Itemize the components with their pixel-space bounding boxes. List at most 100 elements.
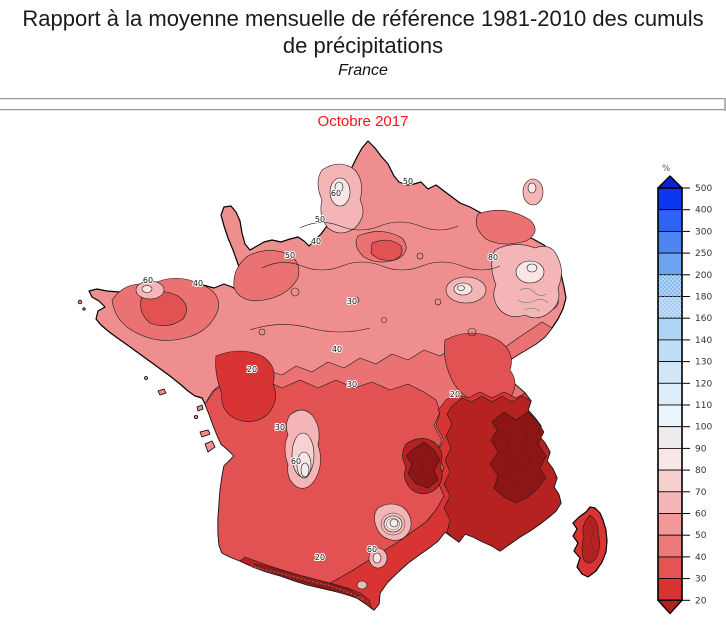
colorbar-cell: [657, 491, 683, 514]
spot-bretagne-ouest-core: [141, 285, 153, 293]
colorbar-arrow-up: [657, 175, 683, 189]
colorbar-tick-label: 50: [695, 531, 707, 541]
colorbar-tick-label: 80: [695, 466, 707, 476]
contour-label: 20: [450, 390, 460, 399]
belle-ile: [157, 388, 167, 396]
cevennes-contour-ring2: [386, 517, 400, 531]
contour-label: 50: [403, 177, 413, 186]
colorbar-cell: [657, 361, 683, 384]
contour-line-nord: [299, 221, 459, 231]
vosges-relief-squiggles: [517, 288, 549, 312]
contour-line-loire: [249, 324, 371, 333]
spot-languedoc-core: [372, 552, 382, 564]
contour-lines: [249, 221, 501, 337]
contour-label: 40: [332, 345, 342, 354]
colorbar-tick-label: 90: [695, 444, 707, 454]
colorbar-cell: [657, 230, 683, 254]
noirmoutier: [196, 404, 204, 412]
colorbar: %: [657, 164, 712, 615]
spot-champagne-core: [527, 182, 537, 194]
contour-label: 50: [315, 215, 325, 224]
colorbar-cell: [657, 469, 683, 493]
molene: [82, 307, 86, 311]
colorbar-unit-label: %: [662, 164, 670, 174]
ouessant: [77, 299, 83, 305]
period-label: Octobre 2017: [317, 113, 409, 130]
colorbar-tick-label: 250: [695, 249, 712, 259]
colorbar-tick-label: 70: [695, 488, 707, 498]
colorbar-cell: [657, 404, 683, 428]
band-40-50-normandie: [233, 250, 300, 302]
ile-de-re: [199, 429, 211, 438]
colorbar-tick-label: 110: [695, 401, 712, 411]
atlantic-islands: [77, 299, 216, 453]
colorbar-tick-label: 180: [695, 293, 712, 303]
colorbar-cell-stipple: [658, 296, 682, 319]
colorbar-ticks: [682, 187, 690, 601]
contour-loop-3: [352, 296, 360, 304]
spot-quercy-core: [300, 462, 310, 478]
colorbar-cell: [657, 317, 683, 341]
contour-label: 60: [367, 545, 377, 554]
page-title-line1: Rapport à la moyenne mensuelle de référe…: [22, 6, 704, 31]
pyrenees-gray-shading: [249, 565, 365, 601]
contour-loop-5: [258, 328, 266, 336]
colorbar-tick-label: 130: [695, 358, 712, 368]
band-30-40-bretagne-coeur: [140, 291, 187, 327]
ile-de-groix: [144, 376, 148, 380]
relief-massif-texture: [415, 455, 429, 481]
contour-loop-7: [381, 317, 387, 323]
colorbar-cell: [657, 252, 683, 276]
colorbar-cell: [657, 339, 683, 362]
colorbar-cell: [657, 534, 683, 558]
cevennes-contour-ring1: [380, 512, 406, 536]
colorbar-tick-label: 400: [695, 206, 712, 216]
colorbar-cell: [657, 382, 683, 406]
contour-label: 30: [347, 297, 357, 306]
colorbar-tick-label: 140: [695, 336, 712, 346]
contour-loop-2: [416, 252, 424, 260]
corse-relief-texture: [588, 519, 596, 563]
colorbar-tick-label: 200: [695, 271, 712, 281]
colorbar-tick-label: 500: [695, 184, 712, 194]
region-subtitle: France: [338, 62, 388, 79]
colorbar-tick-labels: 500 400 300 250 200 180 160 140 130 120 …: [695, 184, 712, 606]
spot-alsace-mid: [515, 260, 545, 284]
colorbar-tick-label: 20: [695, 596, 707, 606]
colorbar-arrow-down: [657, 599, 683, 615]
contour-label: 60: [143, 276, 153, 285]
spot-alsace-core: [526, 263, 538, 273]
relief-shading: [249, 411, 547, 601]
colorbar-tick-label: 120: [695, 379, 712, 389]
colorbar-tick-label: 40: [695, 553, 707, 563]
colorbar-tick-label: 60: [695, 510, 707, 520]
band-40-50-nord-est: [475, 209, 536, 245]
ile-d-yeu: [193, 414, 198, 419]
contour-loop-1: [290, 287, 300, 297]
contour-label: 20: [247, 365, 257, 374]
contour-label: 30: [275, 423, 285, 432]
relief-alpes-texture: [499, 423, 531, 485]
corse: [572, 506, 608, 578]
contour-label: 20: [315, 553, 325, 562]
colorbar-cell: [657, 187, 683, 211]
colorbar-cell: [657, 556, 683, 580]
band-20-30-poitou: [215, 350, 276, 422]
contour-label: 50: [285, 251, 295, 260]
spot-paris-est-core: [457, 285, 465, 291]
colorbar-tick-label: 160: [695, 314, 712, 324]
divider-bottom: [0, 109, 726, 110]
colorbar-cell: [657, 426, 683, 449]
ile-oleron: [204, 440, 216, 453]
window-edge-mark: [724, 98, 726, 111]
contour-line-centre-nord: [261, 261, 501, 271]
contour-label: 80: [488, 253, 498, 262]
colorbar-tick-label: 100: [695, 423, 712, 433]
contour-label: 60: [291, 457, 301, 466]
relief-alpes: [489, 411, 547, 504]
page-title-line2: de précipitations: [282, 33, 444, 58]
band-30-40-picardie-spot: [370, 239, 403, 261]
colorbar-cell: [657, 209, 683, 232]
contour-loop-6: [434, 298, 442, 306]
